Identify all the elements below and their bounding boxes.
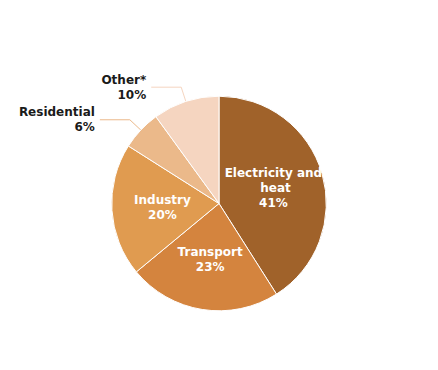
- svg-text:23%: 23%: [196, 260, 225, 274]
- svg-text:Industry: Industry: [134, 193, 191, 207]
- svg-text:heat: heat: [256, 181, 291, 195]
- svg-text:Residential: Residential: [19, 105, 95, 119]
- svg-text:Other*: Other*: [101, 73, 147, 87]
- svg-text:Electricity and: Electricity and: [225, 166, 323, 180]
- svg-text:6%: 6%: [74, 120, 94, 134]
- svg-text:41%: 41%: [259, 196, 288, 210]
- svg-text:10%: 10%: [117, 88, 146, 102]
- svg-text:20%: 20%: [148, 208, 177, 222]
- svg-text:Transport: Transport: [178, 245, 243, 259]
